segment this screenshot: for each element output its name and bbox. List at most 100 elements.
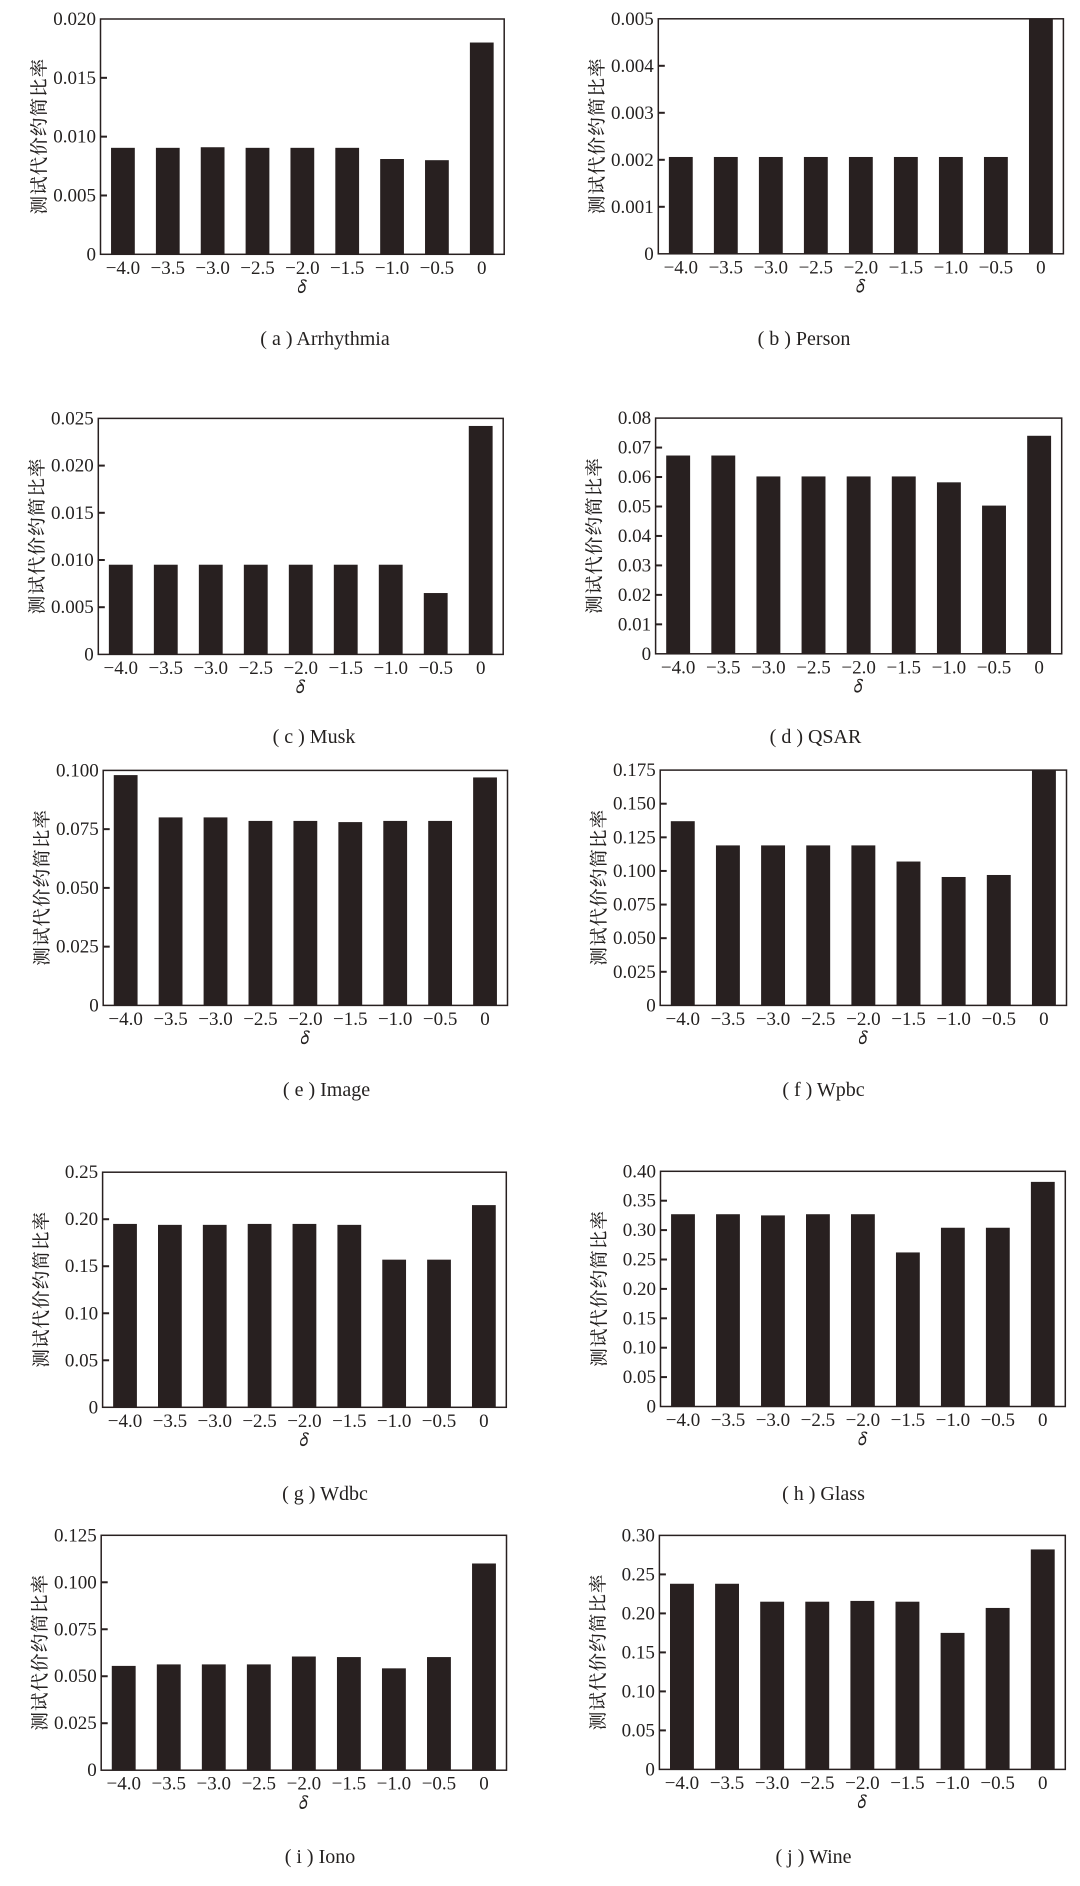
svg-text:0.005: 0.005: [51, 597, 94, 618]
svg-text:−2.0: −2.0: [284, 658, 318, 679]
svg-text:−3.5: −3.5: [711, 1009, 745, 1030]
svg-text:0.010: 0.010: [51, 550, 94, 571]
svg-text:−2.0: −2.0: [285, 258, 319, 279]
svg-text:−1.0: −1.0: [373, 658, 407, 679]
svg-text:−0.5: −0.5: [418, 658, 452, 679]
svg-text:−1.0: −1.0: [934, 257, 968, 278]
svg-text:0: 0: [1039, 1009, 1049, 1030]
svg-text:−2.5: −2.5: [801, 1410, 835, 1431]
svg-text:0.075: 0.075: [56, 819, 99, 840]
svg-text:0.125: 0.125: [613, 827, 656, 848]
svg-text:−2.5: −2.5: [242, 1411, 276, 1432]
svg-text:−2.5: −2.5: [799, 257, 833, 278]
svg-text:0.150: 0.150: [613, 794, 656, 815]
svg-text:−0.5: −0.5: [980, 1773, 1014, 1794]
svg-text:−3.0: −3.0: [197, 1774, 231, 1795]
svg-text:−2.5: −2.5: [243, 1009, 277, 1030]
svg-text:−4.0: −4.0: [665, 1773, 699, 1794]
svg-text:0.08: 0.08: [618, 408, 651, 429]
svg-text:0.025: 0.025: [51, 408, 94, 429]
svg-text:0.001: 0.001: [611, 197, 654, 218]
svg-text:0.002: 0.002: [611, 150, 654, 171]
svg-text:( i ) Iono: ( i ) Iono: [285, 1846, 356, 1868]
svg-text:( j ) Wine: ( j ) Wine: [775, 1846, 851, 1868]
svg-text:0.20: 0.20: [65, 1209, 98, 1230]
svg-text:−4.0: −4.0: [664, 257, 698, 278]
svg-text:0.075: 0.075: [613, 895, 656, 916]
svg-text:−4.0: −4.0: [666, 1009, 700, 1030]
svg-text:−3.5: −3.5: [706, 657, 740, 678]
svg-text:0.10: 0.10: [65, 1303, 98, 1324]
svg-text:0: 0: [646, 995, 656, 1016]
svg-text:0: 0: [1036, 257, 1046, 278]
svg-text:−3.5: −3.5: [711, 1410, 745, 1431]
svg-text:−1.5: −1.5: [330, 258, 364, 279]
svg-text:0.35: 0.35: [623, 1191, 656, 1212]
svg-text:0: 0: [645, 1759, 655, 1780]
svg-text:−2.5: −2.5: [240, 258, 274, 279]
svg-text:0: 0: [479, 1774, 489, 1795]
svg-text:0.003: 0.003: [611, 103, 654, 124]
svg-text:0.25: 0.25: [623, 1250, 656, 1271]
svg-text:0.02: 0.02: [618, 585, 651, 606]
svg-text:−3.0: −3.0: [751, 657, 785, 678]
svg-text:−2.5: −2.5: [239, 658, 273, 679]
svg-text:−4.0: −4.0: [108, 1411, 142, 1432]
svg-text:0.005: 0.005: [611, 9, 654, 30]
svg-text:−1.5: −1.5: [332, 1411, 366, 1432]
svg-text:0.25: 0.25: [622, 1564, 655, 1585]
svg-text:0.050: 0.050: [613, 928, 656, 949]
svg-text:−3.5: −3.5: [151, 258, 185, 279]
svg-text:( b ) Person: ( b ) Person: [758, 328, 851, 350]
svg-text:−3.0: −3.0: [755, 1773, 789, 1794]
svg-text:−3.5: −3.5: [710, 1773, 744, 1794]
svg-text:0.05: 0.05: [622, 1720, 655, 1741]
svg-text:−1.0: −1.0: [377, 1411, 411, 1432]
svg-text:−1.0: −1.0: [932, 657, 966, 678]
svg-text:0.100: 0.100: [56, 760, 99, 781]
svg-text:−2.0: −2.0: [288, 1009, 322, 1030]
svg-text:−1.0: −1.0: [936, 1410, 970, 1431]
svg-text:−2.0: −2.0: [287, 1411, 321, 1432]
svg-text:0.04: 0.04: [618, 526, 652, 547]
svg-text:0: 0: [479, 1411, 489, 1432]
svg-text:−1.5: −1.5: [329, 658, 363, 679]
svg-text:0.15: 0.15: [65, 1256, 98, 1277]
svg-text:0.05: 0.05: [65, 1350, 98, 1371]
svg-text:0.01: 0.01: [618, 614, 651, 635]
svg-text:0.050: 0.050: [56, 878, 99, 899]
svg-text:−3.0: −3.0: [756, 1009, 790, 1030]
svg-text:0.015: 0.015: [53, 68, 96, 89]
svg-text:−4.0: −4.0: [106, 258, 140, 279]
svg-text:0: 0: [477, 258, 487, 279]
svg-text:0: 0: [84, 644, 94, 665]
svg-text:( f ) Wpbc: ( f ) Wpbc: [782, 1079, 864, 1101]
svg-text:0: 0: [647, 1397, 657, 1418]
svg-text:0.30: 0.30: [622, 1525, 655, 1546]
svg-text:0.025: 0.025: [54, 1713, 97, 1734]
svg-text:−0.5: −0.5: [422, 1774, 456, 1795]
svg-text:0.004: 0.004: [611, 56, 654, 77]
svg-text:0.15: 0.15: [623, 1308, 656, 1329]
svg-text:−2.0: −2.0: [841, 657, 875, 678]
svg-text:0: 0: [476, 658, 486, 679]
svg-text:0.050: 0.050: [54, 1666, 97, 1687]
svg-text:−4.0: −4.0: [666, 1410, 700, 1431]
svg-text:−2.5: −2.5: [796, 657, 830, 678]
svg-text:−4.0: −4.0: [108, 1009, 142, 1030]
svg-text:0.020: 0.020: [51, 456, 94, 477]
svg-text:−1.5: −1.5: [333, 1009, 367, 1030]
svg-text:−2.5: −2.5: [800, 1773, 834, 1794]
svg-text:0.025: 0.025: [613, 962, 656, 983]
svg-text:−0.5: −0.5: [981, 1410, 1015, 1431]
svg-text:0: 0: [480, 1009, 490, 1030]
svg-text:0.06: 0.06: [618, 467, 651, 488]
svg-text:−1.5: −1.5: [891, 1009, 925, 1030]
svg-text:0.025: 0.025: [56, 937, 99, 958]
svg-text:0.020: 0.020: [53, 9, 96, 30]
svg-text:−3.0: −3.0: [754, 257, 788, 278]
svg-text:−2.0: −2.0: [287, 1774, 321, 1795]
svg-text:0.15: 0.15: [622, 1642, 655, 1663]
svg-text:0.05: 0.05: [623, 1367, 656, 1388]
svg-text:0.30: 0.30: [623, 1220, 656, 1241]
